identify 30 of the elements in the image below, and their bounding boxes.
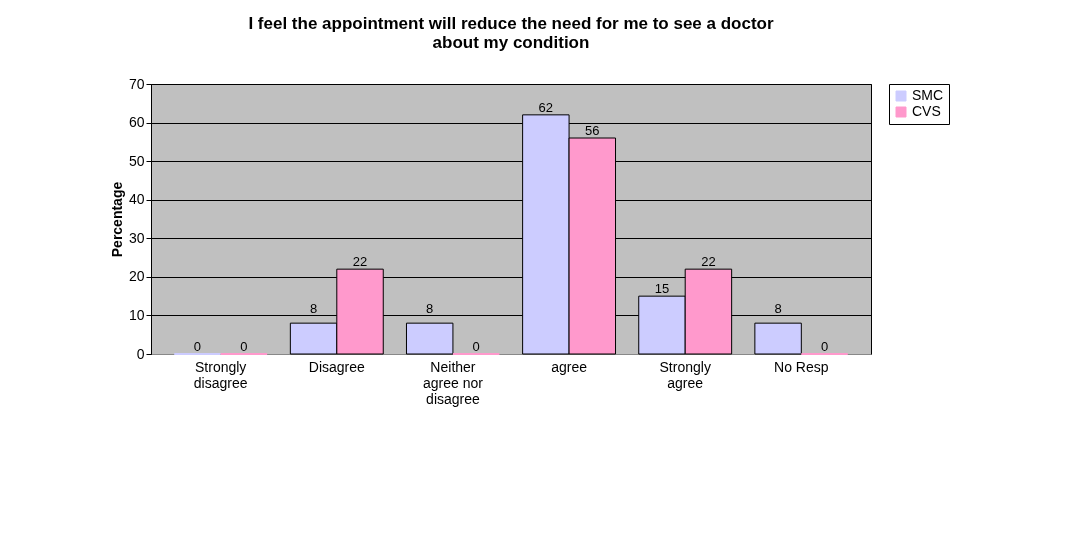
data-label: 22 [352, 254, 368, 270]
x-tick-label: Strongly disagree [193, 358, 248, 391]
data-label: 8 [309, 301, 318, 317]
x-tick-label: Strongly agree [659, 358, 711, 391]
x-tick-label: Disagree [308, 358, 366, 375]
data-label: 15 [654, 281, 670, 297]
x-tick-label: agree [551, 358, 588, 375]
data-label: 0 [193, 339, 202, 354]
x-tick-label: No Resp [774, 358, 829, 375]
data-label: 62 [538, 99, 554, 115]
y-tick-label: 30 [128, 229, 145, 246]
data-label: 0 [472, 339, 480, 354]
legend-label: SMC [912, 87, 944, 103]
y-tick-label: 0 [136, 345, 145, 362]
data-label: 8 [774, 301, 782, 317]
y-tick-label: 60 [128, 114, 145, 131]
y-tick-label: 40 [128, 191, 145, 208]
chart-title: I feel the appointment will reduce the need for me to see a doctor about my condition [248, 14, 774, 52]
data-label: 0 [240, 339, 248, 354]
data-label: 8 [426, 301, 434, 317]
data-label: 0 [820, 339, 829, 354]
y-tick-label: 10 [128, 306, 145, 323]
y-axis-title: Percentage [108, 181, 125, 258]
y-tick-label: 50 [128, 152, 145, 169]
y-tick-label: 70 [128, 75, 145, 92]
legend-label: CVS [912, 103, 941, 119]
data-label: 22 [701, 254, 716, 270]
data-label: 56 [585, 123, 600, 138]
y-tick-label: 20 [128, 268, 145, 285]
x-tick-label: Neither agree nor disagree [422, 358, 484, 407]
